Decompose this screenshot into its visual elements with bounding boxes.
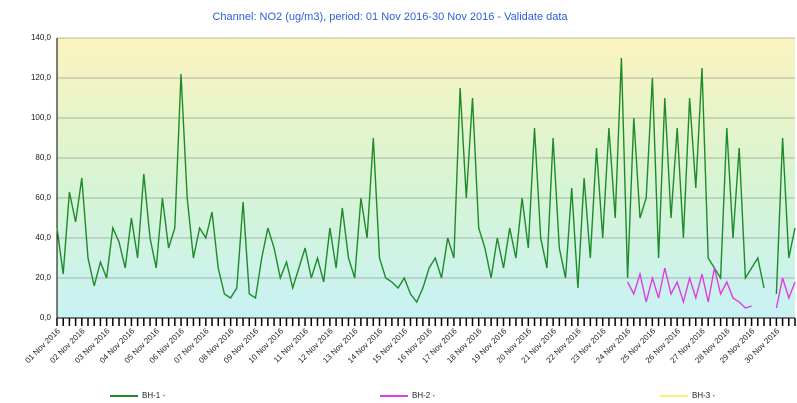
y-tick-label: 40,0 xyxy=(35,233,51,242)
legend-label: BH-3 - xyxy=(692,391,715,400)
y-tick-label: 0,0 xyxy=(40,313,52,322)
y-tick-label: 80,0 xyxy=(35,153,51,162)
y-tick-label: 60,0 xyxy=(35,193,51,202)
y-tick-label: 140,0 xyxy=(31,33,52,42)
series-line xyxy=(626,267,796,309)
chart-title: Channel: NO2 (ug/m3), period: 01 Nov 201… xyxy=(212,11,568,23)
legend-label: BH-1 - xyxy=(142,391,165,400)
y-tick-label: 20,0 xyxy=(35,273,51,282)
y-tick-label: 100,0 xyxy=(31,113,52,122)
legend-label: BH-2 - xyxy=(412,391,435,400)
series-line xyxy=(56,57,796,304)
y-tick-label: 120,0 xyxy=(31,73,52,82)
